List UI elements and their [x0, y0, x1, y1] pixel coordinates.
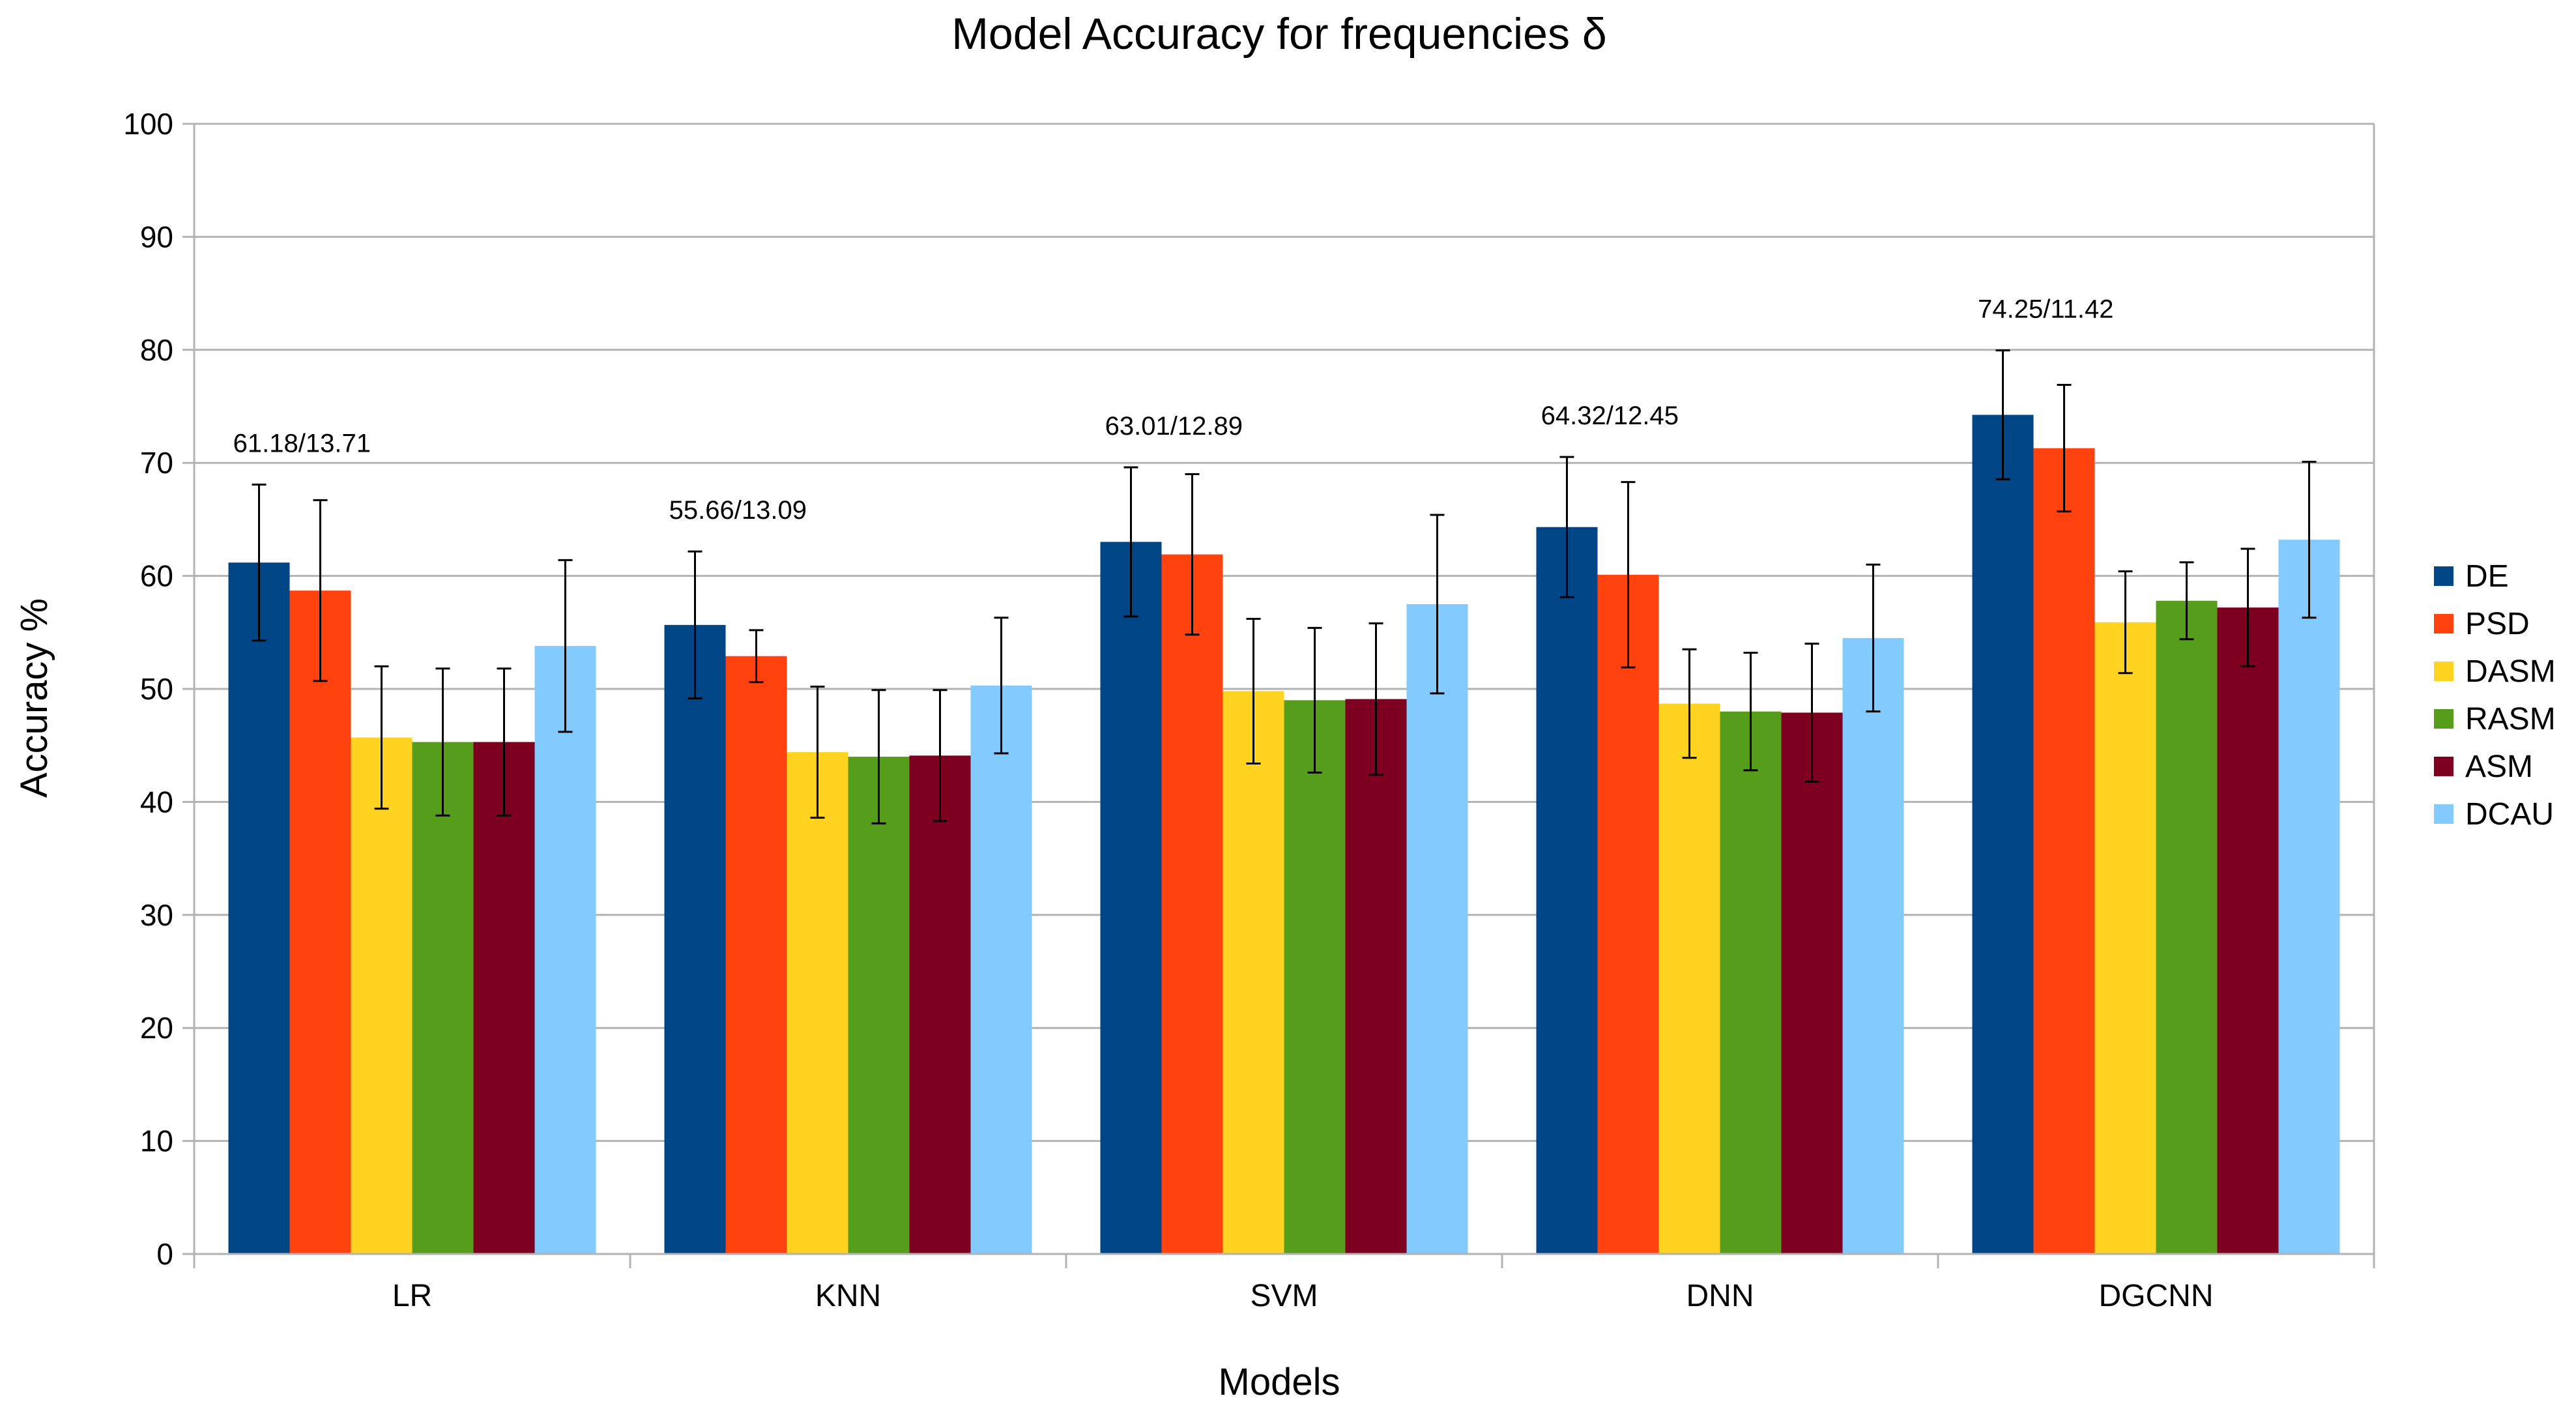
- legend-label-dasm: DASM: [2465, 654, 2556, 689]
- bar-asm-lr: [473, 742, 535, 1254]
- bar-de-knn: [664, 624, 726, 1254]
- legend-swatch-asm: [2434, 757, 2453, 776]
- bar-dasm-lr: [351, 737, 412, 1254]
- bar-asm-knn: [909, 755, 971, 1254]
- bar-dcau-lr: [534, 646, 596, 1254]
- data-labels: 61.18/13.71 55.66/13.09 63.01/12.89 64.32/1…: [233, 295, 2114, 525]
- y-tick-label: 40: [140, 785, 173, 819]
- bar-de-dnn: [1536, 527, 1598, 1255]
- y-tick-label: 20: [140, 1011, 173, 1045]
- legend-swatch-dcau: [2434, 804, 2453, 824]
- bar-rasm-knn: [848, 757, 910, 1254]
- y-tick-label: 60: [140, 559, 173, 593]
- data-label: 63.01/12.89: [1105, 412, 1243, 441]
- x-tick-label: DNN: [1686, 1279, 1754, 1313]
- bar-psd-knn: [725, 656, 787, 1254]
- bar-rasm-svm: [1284, 700, 1346, 1254]
- x-axis-title: Models: [1219, 1361, 1340, 1403]
- bar-asm-svm: [1345, 699, 1407, 1254]
- y-tick-label: 30: [140, 898, 173, 932]
- x-tick-label: SVM: [1250, 1279, 1318, 1313]
- bar-psd-lr: [289, 590, 351, 1254]
- data-label: 74.25/11.42: [1978, 295, 2113, 324]
- y-tick-label: 90: [140, 220, 173, 254]
- data-label: 55.66/13.09: [669, 496, 807, 525]
- bar-de-dgcnn: [1972, 415, 2034, 1254]
- legend-label-psd: PSD: [2465, 607, 2530, 641]
- bar-rasm-dgcnn: [2156, 600, 2218, 1254]
- x-tick-label: DGCNN: [2099, 1279, 2214, 1313]
- bar-dasm-svm: [1223, 691, 1284, 1254]
- y-tick-label: 100: [123, 107, 173, 141]
- data-label: 61.18/13.71: [233, 429, 371, 458]
- bar-dasm-dgcnn: [2094, 622, 2156, 1254]
- bar-dasm-dnn: [1658, 703, 1720, 1254]
- y-tick-label: 10: [140, 1124, 173, 1158]
- y-tick-label: 80: [140, 333, 173, 367]
- bar-psd-dgcnn: [2033, 448, 2095, 1255]
- chart-title: Model Accuracy for frequencies δ: [951, 9, 1606, 59]
- y-tick-label: 0: [156, 1237, 173, 1271]
- legend-label-dcau: DCAU: [2465, 797, 2554, 832]
- legend-swatch-rasm: [2434, 709, 2453, 729]
- bar-dasm-knn: [787, 752, 848, 1254]
- y-tick-label: 50: [140, 672, 173, 706]
- legend-swatch-de: [2434, 566, 2453, 586]
- legend-label-de: DE: [2465, 559, 2509, 594]
- bar-dcau-svm: [1406, 604, 1468, 1254]
- bar-dcau-dnn: [1842, 637, 1904, 1254]
- bar-psd-dnn: [1597, 574, 1659, 1255]
- bar-dcau-knn: [970, 685, 1032, 1254]
- bar-asm-dnn: [1781, 712, 1843, 1254]
- legend: DE PSD DASM RASM ASM DCAU: [2434, 559, 2556, 832]
- data-label: 64.32/12.45: [1541, 401, 1679, 430]
- legend-swatch-dasm: [2434, 662, 2453, 681]
- legend-label-asm: ASM: [2465, 750, 2533, 784]
- y-tick-label: 70: [140, 446, 173, 480]
- x-tick-label: KNN: [815, 1279, 881, 1313]
- bar-rasm-lr: [412, 742, 474, 1254]
- error-bars: [252, 349, 2317, 824]
- legend-swatch-psd: [2434, 614, 2453, 634]
- bar-de-svm: [1100, 542, 1162, 1254]
- bar-asm-dgcnn: [2217, 607, 2279, 1254]
- bar-dcau-dgcnn: [2278, 540, 2340, 1254]
- bars: [228, 415, 2340, 1255]
- axes: 0 10 20 30 40 50 60 70 80 90 100 LR KNN SVM DNN DGCNN: [123, 107, 2375, 1313]
- x-tick-label: LR: [392, 1279, 432, 1313]
- y-axis-title: Accuracy %: [13, 598, 55, 798]
- bar-psd-svm: [1161, 554, 1223, 1254]
- legend-label-rasm: RASM: [2465, 702, 2556, 736]
- bar-rasm-dnn: [1720, 711, 1782, 1254]
- bar-de-lr: [228, 562, 290, 1254]
